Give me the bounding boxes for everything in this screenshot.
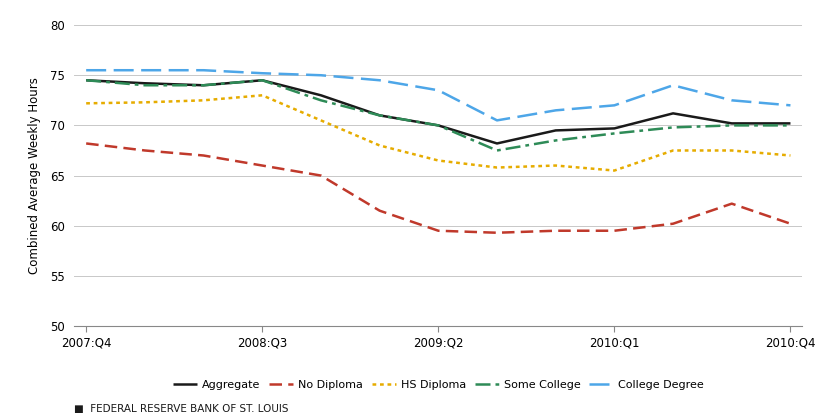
College Degree: [140, 68, 150, 73]
No Diploma: [492, 230, 502, 235]
Some College: [492, 148, 502, 153]
Aggregate: [492, 141, 502, 146]
HS Diploma: [786, 153, 796, 158]
HS Diploma: [375, 143, 385, 148]
Some College: [551, 138, 561, 143]
HS Diploma: [668, 148, 678, 153]
HS Diploma: [198, 98, 208, 103]
No Diploma: [727, 201, 737, 206]
HS Diploma: [140, 100, 150, 105]
Aggregate: [433, 123, 443, 128]
HS Diploma: [492, 165, 502, 170]
Aggregate: [727, 121, 737, 126]
College Degree: [257, 71, 267, 76]
HS Diploma: [81, 101, 91, 106]
Aggregate: [257, 78, 267, 83]
HS Diploma: [727, 148, 737, 153]
No Diploma: [668, 221, 678, 226]
HS Diploma: [257, 93, 267, 98]
College Degree: [81, 68, 91, 73]
Aggregate: [140, 81, 150, 86]
HS Diploma: [609, 168, 619, 173]
Line: HS Diploma: HS Diploma: [86, 95, 791, 171]
HS Diploma: [551, 163, 561, 168]
HS Diploma: [433, 158, 443, 163]
No Diploma: [375, 208, 385, 213]
Some College: [433, 123, 443, 128]
College Degree: [551, 108, 561, 113]
Line: Some College: Some College: [86, 80, 791, 150]
Aggregate: [609, 126, 619, 131]
Some College: [609, 131, 619, 136]
College Degree: [786, 103, 796, 108]
College Degree: [668, 83, 678, 88]
College Degree: [375, 78, 385, 83]
College Degree: [316, 73, 326, 78]
Some College: [257, 78, 267, 83]
College Degree: [492, 118, 502, 123]
Some College: [140, 83, 150, 88]
Some College: [668, 125, 678, 130]
Aggregate: [81, 78, 91, 83]
No Diploma: [433, 228, 443, 233]
HS Diploma: [316, 118, 326, 123]
Aggregate: [786, 121, 796, 126]
No Diploma: [609, 228, 619, 233]
College Degree: [433, 88, 443, 93]
College Degree: [198, 68, 208, 73]
Aggregate: [316, 93, 326, 98]
Aggregate: [668, 111, 678, 116]
Some College: [786, 123, 796, 128]
Legend: Aggregate, No Diploma, HS Diploma, Some College, College Degree: Aggregate, No Diploma, HS Diploma, Some …: [173, 380, 704, 390]
Some College: [198, 83, 208, 88]
No Diploma: [81, 141, 91, 146]
Text: ■  FEDERAL RESERVE BANK OF ST. LOUIS: ■ FEDERAL RESERVE BANK OF ST. LOUIS: [74, 404, 289, 414]
Line: College Degree: College Degree: [86, 70, 791, 120]
Line: No Diploma: No Diploma: [86, 143, 791, 233]
No Diploma: [140, 148, 150, 153]
College Degree: [727, 98, 737, 103]
Aggregate: [198, 83, 208, 88]
Aggregate: [551, 128, 561, 133]
College Degree: [609, 103, 619, 108]
Y-axis label: Combined Average Weekly Hours: Combined Average Weekly Hours: [28, 77, 41, 274]
Some College: [316, 98, 326, 103]
Line: Aggregate: Aggregate: [86, 80, 791, 143]
Aggregate: [375, 113, 385, 118]
Some College: [375, 113, 385, 118]
No Diploma: [316, 173, 326, 178]
Some College: [81, 78, 91, 83]
No Diploma: [551, 228, 561, 233]
No Diploma: [257, 163, 267, 168]
No Diploma: [198, 153, 208, 158]
No Diploma: [786, 221, 796, 226]
Some College: [727, 123, 737, 128]
